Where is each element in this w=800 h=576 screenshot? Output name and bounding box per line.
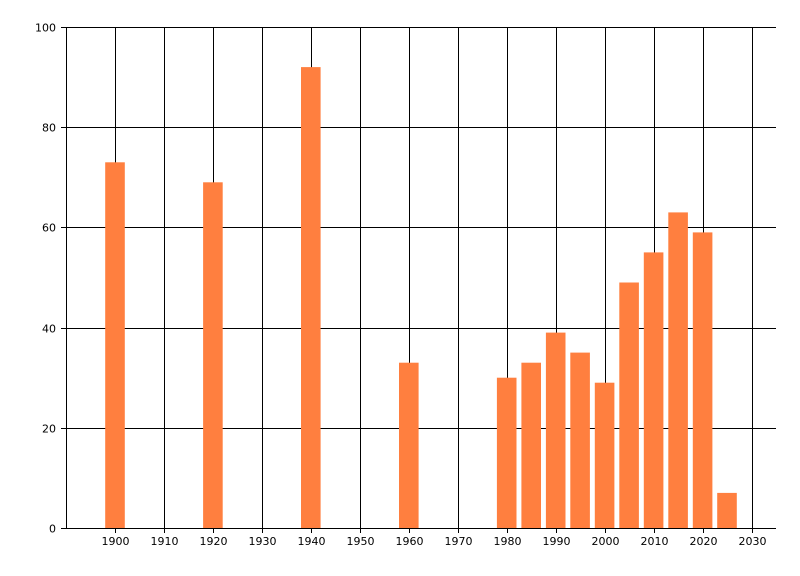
x-tick-label: 1960 — [396, 535, 424, 548]
bar-2000 — [594, 382, 615, 528]
y-tick-label: 20 — [42, 423, 56, 436]
y-tick-label: 100 — [35, 22, 56, 35]
y-tick-label: 80 — [42, 122, 56, 135]
x-tick-label: 2020 — [690, 535, 718, 548]
bar-1900 — [105, 162, 125, 529]
bar-2015 — [668, 212, 688, 528]
bar-1990 — [545, 332, 566, 528]
bar-1960 — [399, 362, 419, 528]
bar-1940 — [301, 67, 321, 528]
y-tick-label: 40 — [42, 323, 56, 336]
y-tick-labels: 0 20 40 60 80 100 — [35, 22, 56, 536]
bar-1985 — [521, 362, 541, 528]
y-tick-label: 0 — [49, 523, 56, 536]
bar-1995 — [570, 352, 590, 528]
x-tick-label: 2030 — [739, 535, 767, 548]
x-tick-label: 1950 — [347, 535, 375, 548]
bar-2005 — [619, 282, 639, 528]
x-tick-label: 1910 — [151, 535, 179, 548]
bar-2020 — [692, 232, 713, 528]
x-tick-label: 1930 — [249, 535, 277, 548]
bar-1980 — [496, 377, 517, 528]
x-tick-label: 2010 — [641, 535, 669, 548]
x-tick-label: 1970 — [445, 535, 473, 548]
x-tick-label: 1990 — [543, 535, 571, 548]
x-tick-label: 1940 — [298, 535, 326, 548]
x-tick-label: 2000 — [592, 535, 620, 548]
bar-2025 — [717, 492, 737, 528]
bar-2010 — [643, 252, 664, 528]
x-tick-labels: 1900 1910 1920 1930 1940 1950 1960 1970 1980 1990… — [102, 535, 767, 548]
bars — [105, 67, 737, 529]
x-tick-label: 1920 — [200, 535, 228, 548]
bar-1920 — [203, 182, 223, 529]
axes — [61, 27, 776, 533]
y-tick-label: 60 — [42, 222, 56, 235]
x-tick-label: 1980 — [494, 535, 522, 548]
x-tick-label: 1900 — [102, 535, 130, 548]
